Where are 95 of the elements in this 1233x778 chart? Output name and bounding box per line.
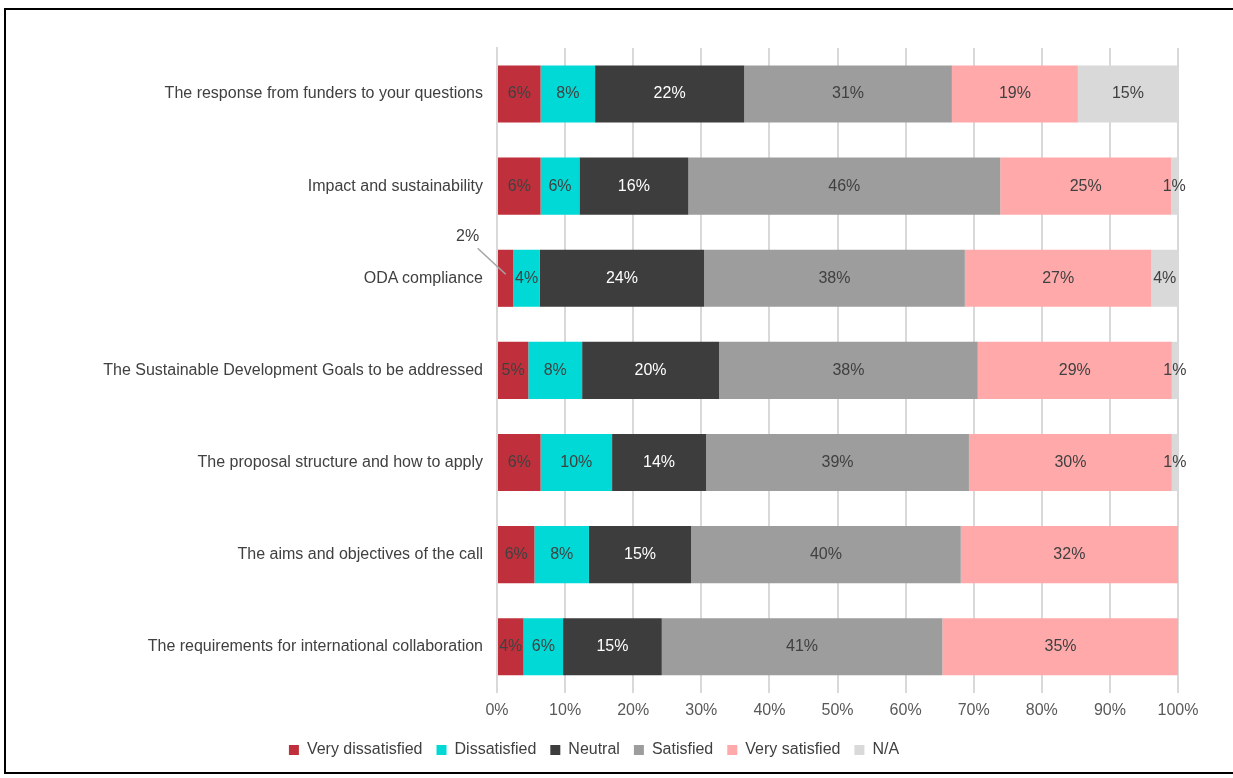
data-label: 1% <box>1163 360 1187 378</box>
bar <box>498 157 541 215</box>
bar <box>523 618 564 676</box>
data-label: 6% <box>507 452 531 470</box>
x-tick-label: 30% <box>685 700 718 718</box>
bar <box>942 618 1178 676</box>
bar <box>595 65 745 123</box>
data-label: 14% <box>643 452 676 470</box>
data-label: 25% <box>1069 176 1102 194</box>
data-label: 15% <box>1111 84 1144 102</box>
data-label: 41% <box>786 637 819 655</box>
x-tick-label: 80% <box>1025 700 1058 718</box>
bar <box>691 526 961 584</box>
bar <box>588 526 692 584</box>
bar <box>706 433 969 492</box>
bar <box>612 433 707 492</box>
data-label: 8% <box>543 360 567 378</box>
bar <box>960 526 1178 584</box>
data-label: 19% <box>998 84 1031 102</box>
data-label: 24% <box>605 268 638 286</box>
x-tick-label: 10% <box>549 700 582 718</box>
data-label: 4% <box>515 268 539 286</box>
data-label: 6% <box>548 176 572 194</box>
data-label: 8% <box>550 545 574 563</box>
x-tick-label: 0% <box>485 700 509 718</box>
bar <box>498 65 541 123</box>
y-tick-label: Impact and sustainability <box>307 176 483 194</box>
data-label: 4% <box>1153 268 1177 286</box>
data-label: 22% <box>653 84 686 102</box>
data-label: 31% <box>832 84 865 102</box>
y-tick-label: The aims and objectives of the call <box>237 545 483 563</box>
data-label: 16% <box>617 176 650 194</box>
bar <box>582 341 720 399</box>
data-label: 39% <box>821 452 854 470</box>
bar <box>951 65 1078 123</box>
y-tick-label: The proposal structure and how to apply <box>197 452 483 470</box>
x-tick-label: 50% <box>821 700 854 718</box>
legend-label: Satisfied <box>651 740 714 758</box>
x-tick-label: 90% <box>1093 700 1126 718</box>
bar <box>539 249 705 307</box>
y-tick-label: The requirements for international collaboration <box>147 637 483 655</box>
bar <box>579 157 689 215</box>
bar <box>744 65 952 123</box>
data-label: 29% <box>1058 360 1091 378</box>
data-label: 27% <box>1042 268 1075 286</box>
data-label: 6% <box>531 637 555 655</box>
bar <box>534 526 589 584</box>
y-tick-label: The response from funders to your questions <box>164 84 483 102</box>
bar <box>540 157 580 215</box>
y-tick-label: ODA compliance <box>363 268 484 286</box>
bar <box>964 249 1152 307</box>
bar <box>513 249 540 307</box>
legend-label: Very dissatisfied <box>306 740 423 758</box>
legend-label: Very satisfied <box>745 740 841 758</box>
data-label: 20% <box>634 360 667 378</box>
data-label: 30% <box>1054 452 1087 470</box>
data-label: 46% <box>828 176 861 194</box>
bar <box>498 526 535 584</box>
x-tick-label: 70% <box>957 700 990 718</box>
bar <box>528 341 583 399</box>
bar <box>498 249 514 307</box>
bar <box>688 157 1001 215</box>
bar <box>540 65 596 123</box>
data-label: 6% <box>507 84 531 102</box>
data-label: 8% <box>556 84 580 102</box>
data-label: 38% <box>832 360 865 378</box>
bar <box>498 618 524 676</box>
data-label: 15% <box>623 545 657 563</box>
data-label: 6% <box>504 545 528 563</box>
bar <box>563 618 662 676</box>
x-tick-label: 60% <box>889 700 922 718</box>
bar <box>498 433 541 492</box>
legend-label: Neutral <box>568 740 620 758</box>
data-label: 15% <box>596 637 629 655</box>
data-label: 10% <box>560 452 593 470</box>
data-label: 2% <box>456 226 480 244</box>
x-tick-label: 100% <box>1157 700 1199 718</box>
y-tick-label: The Sustainable Development Goals to be addressed <box>103 360 483 378</box>
data-label: 1% <box>1162 176 1186 194</box>
bar <box>704 249 965 307</box>
bar <box>661 618 943 676</box>
data-label: 5% <box>501 360 525 378</box>
legend-label: N/A <box>872 740 900 758</box>
legend-label: Dissatisfied <box>454 740 537 758</box>
data-label: 35% <box>1044 637 1077 655</box>
data-label: 40% <box>809 545 842 563</box>
data-label: 4% <box>499 637 523 655</box>
data-label: 38% <box>818 268 851 286</box>
data-label: 6% <box>507 176 531 194</box>
data-label: 1% <box>1163 452 1187 470</box>
x-tick-label: 20% <box>617 700 650 718</box>
data-label: 32% <box>1053 545 1086 563</box>
bar <box>719 341 978 399</box>
bar <box>540 433 613 492</box>
x-tick-label: 40% <box>753 700 786 718</box>
